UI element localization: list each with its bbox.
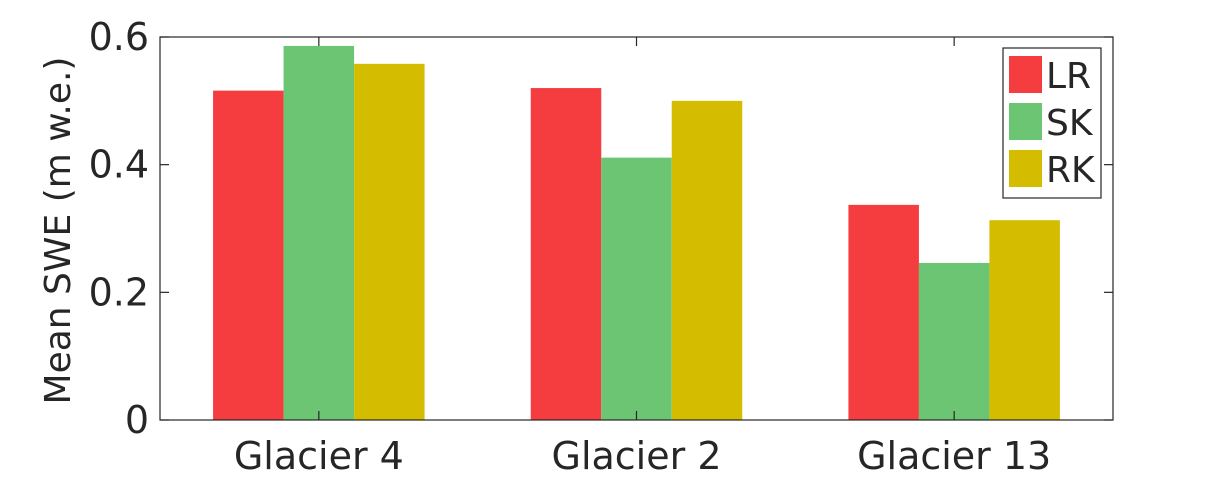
bar-lr-glacier-2 [530, 88, 602, 421]
legend-label-rk: RK [1046, 150, 1096, 191]
legend-swatch-sk [1009, 103, 1042, 140]
legend-swatch-rk [1009, 150, 1042, 187]
bar-sk-glacier-2 [601, 157, 672, 420]
bar-rk-glacier-2 [671, 100, 743, 420]
bar-sk-glacier-13 [918, 262, 990, 420]
bar-lr-glacier-4 [213, 90, 284, 421]
legend-label-sk: SK [1046, 103, 1094, 144]
x-tick-label: Glacier 4 [234, 434, 404, 478]
ticks-layer: 0 0.2 0.4 0.6 Glacier 4 Glacier 2 Glacier 13 [89, 15, 1113, 478]
x-tick-label: Glacier 13 [857, 434, 1051, 478]
legend-swatch-lr [1009, 56, 1042, 93]
bar-rk-glacier-13 [989, 220, 1060, 420]
bar-lr-glacier-13 [848, 204, 919, 420]
y-axis-title: Mean SWE (m w.e.) [38, 57, 79, 405]
bar-rk-glacier-4 [354, 63, 425, 421]
legend-label-lr: LR [1046, 56, 1091, 97]
y-tick-label: 0.4 [89, 143, 149, 187]
bars-layer [213, 45, 1060, 421]
y-tick-label: 0.6 [89, 15, 149, 59]
bar-sk-glacier-4 [283, 45, 355, 420]
x-tick-label: Glacier 2 [552, 434, 722, 478]
y-tick-label: 0.2 [89, 270, 149, 314]
legend: LR SK RK [1002, 47, 1102, 199]
y-tick-label: 0 [125, 398, 149, 442]
